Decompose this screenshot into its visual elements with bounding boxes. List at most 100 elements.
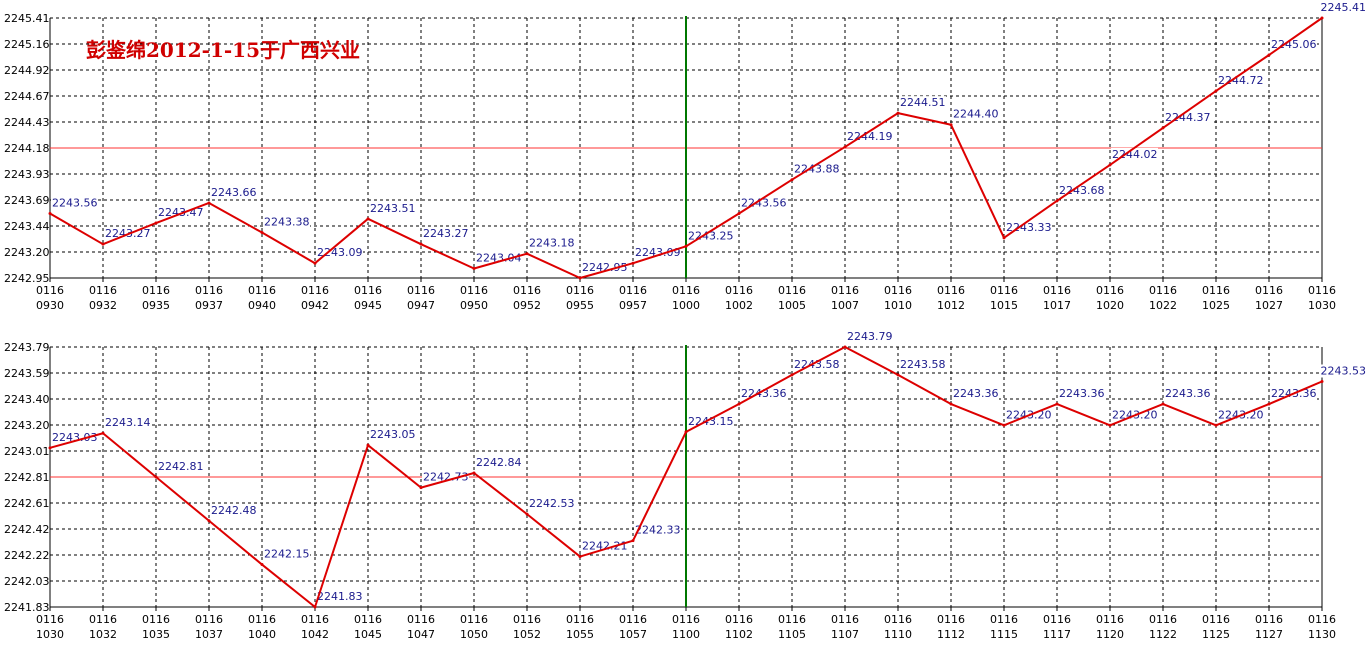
- x-tick-label-time: 1017: [1043, 299, 1071, 312]
- data-label-bg: [528, 236, 575, 250]
- data-point: [1214, 89, 1218, 93]
- series-segment: [897, 112, 952, 126]
- data-label-bg: [899, 357, 946, 371]
- series-segment: [1215, 403, 1270, 427]
- data-label: 2242.84: [476, 456, 522, 469]
- x-tick-label-time: 1020: [1096, 299, 1124, 312]
- x-tick-label-date: 0116: [248, 613, 276, 626]
- x-tick-label-date: 0116: [195, 613, 223, 626]
- series-segment: [261, 563, 316, 608]
- data-label-bg: [1320, 1, 1366, 14]
- chart-panel-bottom: 2243.79 2243.59 2243.40 2243.20 2243.01 2242.…: [4, 330, 1366, 641]
- data-point: [631, 539, 635, 543]
- series-segment: [1215, 54, 1270, 92]
- data-point: [419, 486, 423, 490]
- data-point: [207, 201, 211, 205]
- x-tick-label-time: 1122: [1149, 628, 1177, 641]
- x-tick-label-date: 0116: [566, 613, 594, 626]
- x-tick-label-date: 0116: [725, 284, 753, 297]
- data-label: 2244.19: [847, 130, 893, 143]
- x-tick-label-time: 1000: [672, 299, 700, 312]
- y-tick-label: 2243.93: [4, 168, 50, 181]
- data-point: [1108, 163, 1112, 167]
- data-point: [260, 231, 264, 235]
- x-tick-label-date: 0116: [407, 284, 435, 297]
- x-tick-label-date: 0116: [1202, 613, 1230, 626]
- x-tick-label-date: 0116: [89, 613, 117, 626]
- x-tick-label-date: 0116: [831, 284, 859, 297]
- data-label-bg: [1320, 364, 1366, 378]
- data-label: 2243.56: [741, 197, 787, 210]
- data-point: [790, 373, 794, 377]
- x-tick-label-date: 0116: [142, 613, 170, 626]
- x-tick-label-time: 1022: [1149, 299, 1177, 312]
- x-tick-label-time: 0955: [566, 299, 594, 312]
- series-segment: [102, 222, 157, 246]
- x-tick-label-date: 0116: [1202, 284, 1230, 297]
- series-segment: [261, 231, 316, 265]
- y-tick-label: 2242.22: [4, 549, 50, 562]
- data-point: [1002, 423, 1006, 427]
- data-point: [366, 443, 370, 447]
- x-tick-label-date: 0116: [36, 284, 64, 297]
- x-tick-label-date: 0116: [301, 284, 329, 297]
- y-tick-label: 2243.79: [4, 341, 50, 354]
- x-tick-label-date: 0116: [354, 613, 382, 626]
- series-segment: [526, 252, 581, 279]
- data-label-bg: [51, 196, 98, 210]
- data-label: 2243.56: [52, 197, 98, 210]
- data-label-bg: [1217, 73, 1264, 87]
- data-label-bg: [1058, 387, 1105, 401]
- data-label: 2242.21: [582, 540, 628, 553]
- series-segment: [49, 212, 104, 246]
- data-label-bg: [210, 185, 257, 199]
- data-label: 2244.37: [1165, 111, 1211, 124]
- x-tick-label-time: 1040: [248, 628, 276, 641]
- x-tick-label-time: 1115: [990, 628, 1018, 641]
- x-tick-label-date: 0116: [248, 284, 276, 297]
- data-label-bg: [422, 470, 469, 484]
- data-label: 2242.48: [211, 504, 257, 517]
- x-tick-label-time: 1007: [831, 299, 859, 312]
- data-label: 2243.53: [1321, 364, 1366, 377]
- data-point: [313, 605, 317, 609]
- data-label-bg: [899, 96, 946, 110]
- data-label: 2243.09: [317, 246, 363, 259]
- y-tick-label: 2245.41: [4, 12, 50, 25]
- x-tick-label-time: 1015: [990, 299, 1018, 312]
- series-segment: [208, 202, 263, 234]
- x-tick-label-time: 1032: [89, 628, 117, 641]
- x-tick-label-time: 0950: [460, 299, 488, 312]
- x-tick-label-date: 0116: [513, 284, 541, 297]
- series-segment: [738, 373, 793, 405]
- data-point: [578, 276, 582, 280]
- x-tick-label-time: 1052: [513, 628, 541, 641]
- data-label: 2243.58: [794, 358, 840, 371]
- x-tick-label-time: 0945: [354, 299, 382, 312]
- y-tick-label: 2242.81: [4, 471, 50, 484]
- data-label-bg: [1058, 183, 1105, 197]
- series-segment: [579, 262, 634, 279]
- y-tick-label: 2245.16: [4, 38, 50, 51]
- x-tick-label-date: 0116: [1255, 613, 1283, 626]
- data-point: [207, 519, 211, 523]
- data-point: [1214, 423, 1218, 427]
- data-label: 2243.66: [211, 186, 257, 199]
- series-segment: [685, 212, 740, 248]
- x-tick-label-time: 1112: [937, 628, 965, 641]
- x-tick-label-date: 0116: [1096, 613, 1124, 626]
- x-tick-label-time: 1107: [831, 628, 859, 641]
- data-label: 2242.15: [264, 548, 310, 561]
- x-tick-label-date: 0116: [990, 613, 1018, 626]
- x-tick-label-date: 0116: [1308, 284, 1336, 297]
- series-segment: [1003, 200, 1058, 239]
- data-label-bg: [51, 430, 98, 444]
- data-point: [313, 261, 317, 265]
- series-segment: [420, 472, 475, 489]
- data-label: 2244.51: [900, 96, 946, 109]
- data-point: [154, 475, 158, 479]
- series-segment: [791, 146, 846, 181]
- data-label: 2242.33: [635, 524, 681, 537]
- data-label: 2243.03: [52, 431, 98, 444]
